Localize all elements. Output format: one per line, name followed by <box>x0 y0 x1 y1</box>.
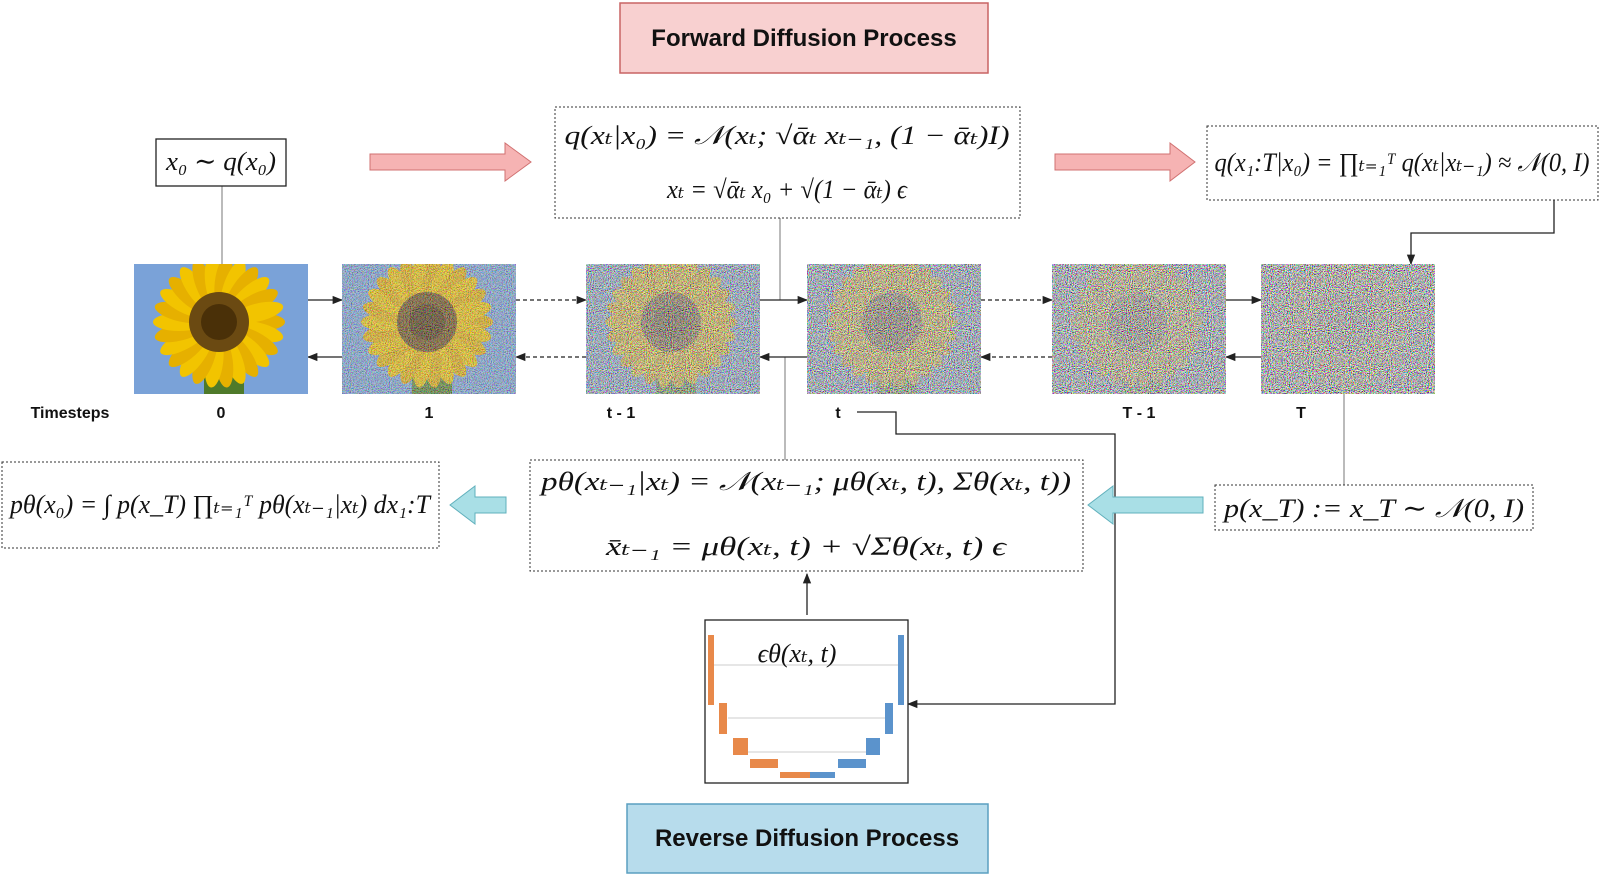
timestep-image <box>1052 264 1226 394</box>
timesteps-label: Timesteps <box>31 405 110 422</box>
sunflower <box>1261 264 1435 394</box>
noise <box>807 264 981 394</box>
timestep-image <box>586 264 760 394</box>
reverse-formula: pθ(xₜ₋₁|xₜ) = 𝒩(xₜ₋₁; μθ(xₜ, t), Σθ(xₜ, … <box>538 467 1071 496</box>
timestep-image <box>807 264 981 394</box>
forward-title-box <box>619 2 989 74</box>
connectors <box>221 186 1555 709</box>
timestep-label: 1 <box>425 405 434 422</box>
noise <box>1052 264 1226 394</box>
reverse-arrow <box>449 484 507 526</box>
noise <box>586 264 760 394</box>
sunflower <box>134 264 308 394</box>
timestep-image <box>342 264 516 394</box>
marginal-formula-box <box>1 461 440 549</box>
noise <box>342 264 516 394</box>
noise <box>1261 264 1435 394</box>
forward-formula: q(xₜ|x₀) = 𝒩(xₜ; √ᾱₜ xₜ₋₁, (1 − ᾱₜ)I) <box>565 121 1010 150</box>
noise-prior-box <box>1214 484 1534 531</box>
forward-arrow <box>1054 141 1196 183</box>
timestep-label: T - 1 <box>1123 405 1156 422</box>
sunflower <box>807 264 981 394</box>
timestep-label: t - 1 <box>607 405 636 422</box>
prior-formula: x₀ ∼ q(x₀) <box>165 147 276 176</box>
reverse-title-box <box>626 803 989 874</box>
joint-formula: q(x₁:T|x₀) = ∏ₜ₌₁ᵀ q(xₜ|xₜ₋₁) ≈ 𝒩(0, I) <box>1215 148 1590 177</box>
sunflower <box>342 264 516 394</box>
sunflower <box>1052 264 1226 394</box>
network-label: ϵθ(xₜ, t) <box>758 639 837 668</box>
reverse-arrow <box>1087 484 1204 526</box>
disc-core <box>201 304 237 340</box>
prior-box <box>155 138 287 187</box>
images <box>134 264 1435 394</box>
timestep-label: 0 <box>217 405 226 422</box>
noise-prior-formula: p(x_T) := x_T ∼ 𝒩(0, I) <box>1222 494 1524 523</box>
timestep-image <box>1261 264 1435 394</box>
forward-formula: xₜ = √ᾱₜ x₀ + √(1 − ᾱₜ) ϵ <box>666 175 908 204</box>
timestep-image <box>134 264 308 394</box>
marginal-formula: pθ(x₀) = ∫ p(x_T) ∏ₜ₌₁ᵀ pθ(xₜ₋₁|xₜ) dx₁:… <box>8 490 432 520</box>
joint-formula-box <box>1206 125 1599 201</box>
reverse-title: Reverse Diffusion Process <box>655 825 959 852</box>
timestep-label: t <box>835 405 841 422</box>
network: ϵθ(xₜ, t) <box>704 619 909 784</box>
reverse-formula: x̄ₜ₋₁ = μθ(xₜ, t) + √Σθ(xₜ, t) ϵ <box>605 532 1008 561</box>
forward-title: Forward Diffusion Process <box>651 25 956 52</box>
reverse-formula-box <box>529 459 1084 572</box>
sunflower <box>586 264 760 394</box>
timestep-label: T <box>1296 405 1306 422</box>
forward-arrow <box>369 142 532 182</box>
forward-formula-box <box>554 106 1021 219</box>
